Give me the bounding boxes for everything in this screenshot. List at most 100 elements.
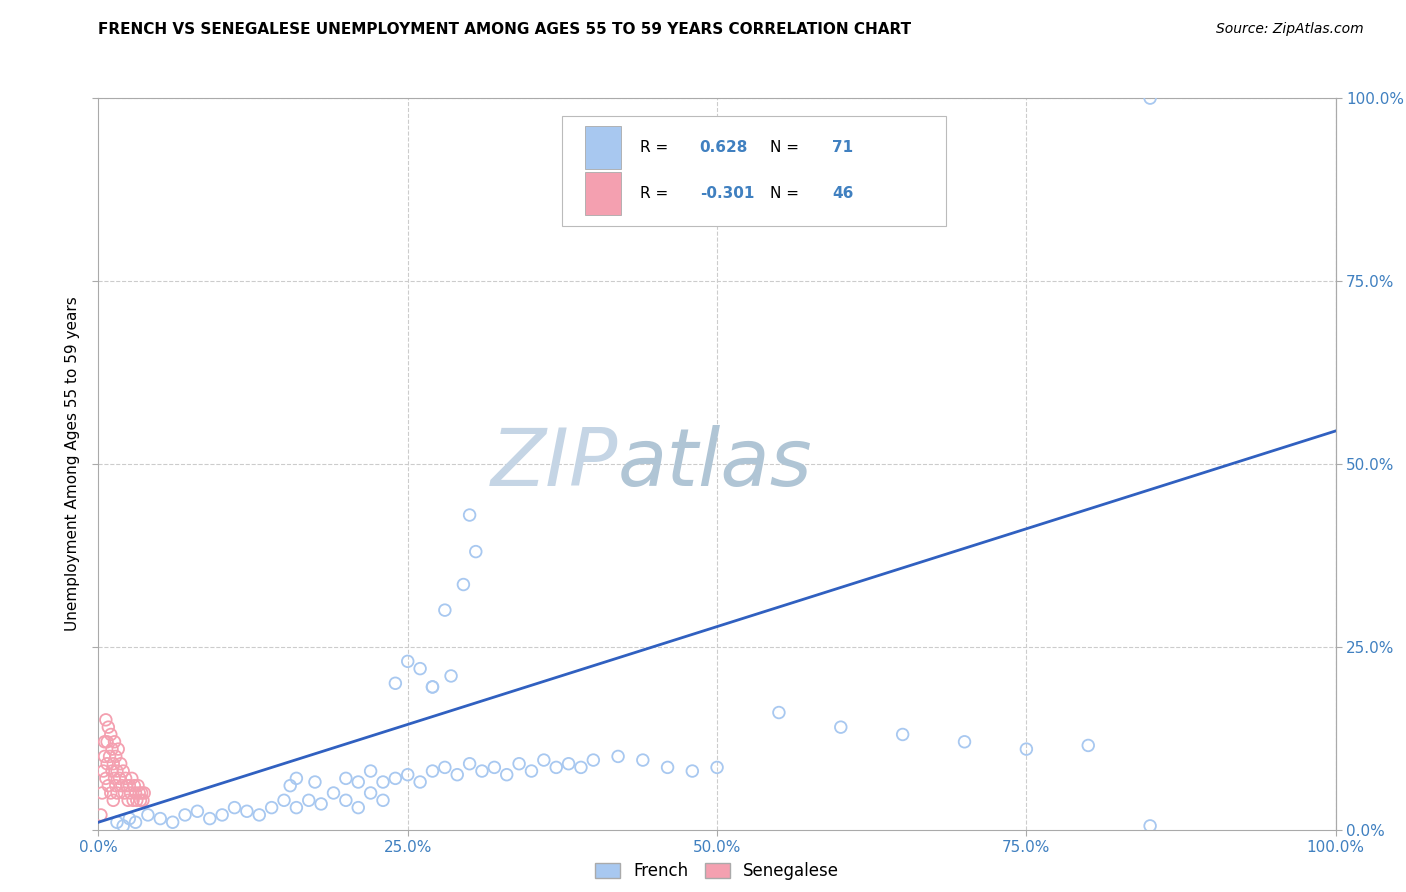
Point xyxy=(396,654,419,668)
Point xyxy=(533,753,555,767)
Point xyxy=(174,808,197,822)
Point xyxy=(458,508,481,522)
Point xyxy=(236,805,259,819)
Point xyxy=(433,603,456,617)
Point xyxy=(260,800,283,814)
Point xyxy=(112,819,135,833)
Point xyxy=(278,779,301,793)
Point xyxy=(433,760,456,774)
Point xyxy=(1077,739,1099,753)
Point xyxy=(149,812,172,826)
Point xyxy=(97,720,120,734)
Point xyxy=(96,735,118,749)
Point xyxy=(115,779,138,793)
Point xyxy=(124,786,146,800)
Point xyxy=(384,676,406,690)
Point xyxy=(112,786,135,800)
Point xyxy=(247,808,270,822)
Point xyxy=(409,662,432,676)
Point xyxy=(508,756,530,771)
Point xyxy=(409,775,432,789)
Point xyxy=(440,669,463,683)
Point xyxy=(127,779,149,793)
Point xyxy=(464,544,486,558)
Point xyxy=(91,786,114,800)
Point xyxy=(768,706,790,720)
FancyBboxPatch shape xyxy=(585,171,620,215)
Point xyxy=(103,735,125,749)
Point xyxy=(285,772,308,786)
Point xyxy=(105,764,128,778)
Text: 0.628: 0.628 xyxy=(700,140,748,155)
Point xyxy=(360,786,382,800)
Point xyxy=(309,797,332,811)
Point xyxy=(111,779,134,793)
Point xyxy=(681,764,703,778)
FancyBboxPatch shape xyxy=(562,117,946,227)
Point xyxy=(103,756,125,771)
Point xyxy=(100,727,122,741)
Point xyxy=(396,767,419,781)
Point xyxy=(118,779,141,793)
Point xyxy=(125,793,148,807)
Point xyxy=(569,760,592,774)
Point xyxy=(122,793,145,807)
Point xyxy=(453,577,475,591)
Point xyxy=(93,764,115,778)
Point xyxy=(322,786,344,800)
Text: ZIP: ZIP xyxy=(491,425,619,503)
Point xyxy=(112,764,135,778)
Point xyxy=(132,793,155,807)
Point xyxy=(335,772,357,786)
Point xyxy=(1015,742,1038,756)
Point xyxy=(94,713,117,727)
Point xyxy=(110,756,132,771)
Point xyxy=(105,815,128,830)
Point xyxy=(422,764,444,778)
Point xyxy=(520,764,543,778)
Point xyxy=(458,756,481,771)
Point xyxy=(198,812,221,826)
Y-axis label: Unemployment Among Ages 55 to 59 years: Unemployment Among Ages 55 to 59 years xyxy=(65,296,80,632)
Point xyxy=(120,786,142,800)
Point xyxy=(495,767,517,781)
Point xyxy=(100,786,122,800)
Point xyxy=(103,793,125,807)
Point xyxy=(347,775,370,789)
Point xyxy=(706,760,728,774)
Point xyxy=(129,793,152,807)
Point xyxy=(471,764,494,778)
Point xyxy=(1139,91,1161,105)
Point xyxy=(224,800,246,814)
Point xyxy=(186,805,208,819)
Point xyxy=(104,779,127,793)
Point xyxy=(97,779,120,793)
Point xyxy=(134,786,156,800)
Point xyxy=(98,749,121,764)
Point xyxy=(103,772,125,786)
Point xyxy=(93,735,115,749)
Point xyxy=(162,815,184,830)
Point xyxy=(446,767,468,781)
Point xyxy=(557,756,579,771)
Point xyxy=(335,793,357,807)
Text: Source: ZipAtlas.com: Source: ZipAtlas.com xyxy=(1216,22,1364,37)
Point xyxy=(128,786,150,800)
Text: 71: 71 xyxy=(832,140,853,155)
Point xyxy=(830,720,852,734)
Text: N =: N = xyxy=(770,140,804,155)
Point xyxy=(131,786,153,800)
Text: -0.301: -0.301 xyxy=(700,186,754,201)
Text: R =: R = xyxy=(640,140,673,155)
Text: R =: R = xyxy=(640,186,673,201)
Point xyxy=(371,775,394,789)
Point xyxy=(298,793,321,807)
Point xyxy=(285,800,308,814)
Point xyxy=(657,760,679,774)
Point xyxy=(347,800,370,814)
Point xyxy=(891,727,914,741)
Point xyxy=(101,764,124,778)
Point xyxy=(105,786,128,800)
Point xyxy=(360,764,382,778)
Point xyxy=(117,793,139,807)
